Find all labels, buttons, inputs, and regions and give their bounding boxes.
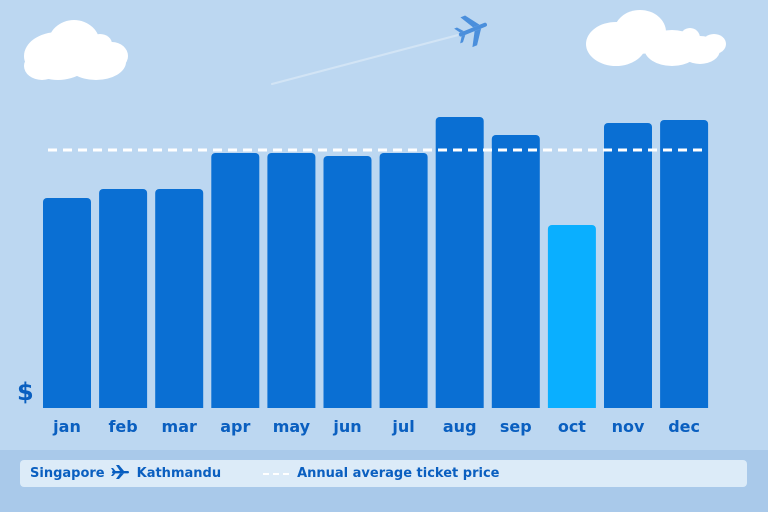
bar-mar	[155, 189, 204, 412]
bar-sep	[491, 135, 540, 412]
bar-jan	[43, 198, 91, 412]
legend-route: Singapore Kathmandu	[30, 464, 222, 483]
bar-may	[267, 153, 316, 412]
x-tick-label-jun: jun	[332, 417, 361, 436]
x-tick-label-mar: mar	[162, 417, 197, 436]
legend-destination: Kathmandu	[136, 466, 222, 481]
y-axis-label: $	[17, 378, 34, 406]
bar-nov	[604, 123, 652, 412]
bar-jun	[323, 156, 372, 412]
x-tick-labels: jan feb mar apr may jun jul aug sep oct nov dec	[52, 417, 700, 436]
bar-group	[0, 117, 768, 412]
bar-oct	[547, 225, 596, 412]
cloud-left-icon	[24, 20, 128, 80]
legend: Singapore Kathmandu Annual average ticke…	[20, 460, 747, 487]
bar-apr	[211, 153, 260, 412]
cloud-right-icon	[586, 10, 726, 66]
legend-average: Annual average ticket price	[263, 466, 499, 481]
bar-dec	[660, 120, 709, 412]
x-tick-label-jul: jul	[391, 417, 414, 436]
airplane-sky-icon	[454, 15, 487, 48]
x-tick-label-nov: nov	[612, 417, 645, 436]
x-tick-label-sep: sep	[500, 417, 532, 436]
x-tick-label-dec: dec	[668, 417, 700, 436]
airplane-icon	[110, 464, 131, 483]
x-tick-label-aug: aug	[443, 417, 477, 436]
legend-origin: Singapore	[30, 466, 105, 481]
bar-chart: jan feb mar apr may jun jul aug sep oct nov dec	[0, 117, 768, 436]
x-tick-label-apr: apr	[220, 417, 250, 436]
bar-aug	[435, 117, 484, 412]
x-tick-label-jan: jan	[52, 417, 81, 436]
contrail-line	[271, 33, 463, 85]
bar-jul	[379, 153, 428, 412]
x-tick-label-feb: feb	[108, 417, 137, 436]
x-tick-label-oct: oct	[558, 417, 586, 436]
x-tick-label-may: may	[273, 417, 311, 436]
baseline-mask	[0, 408, 768, 412]
bar-feb	[99, 189, 148, 412]
legend-dash-swatch	[263, 472, 290, 475]
legend-average-label: Annual average ticket price	[297, 466, 500, 481]
